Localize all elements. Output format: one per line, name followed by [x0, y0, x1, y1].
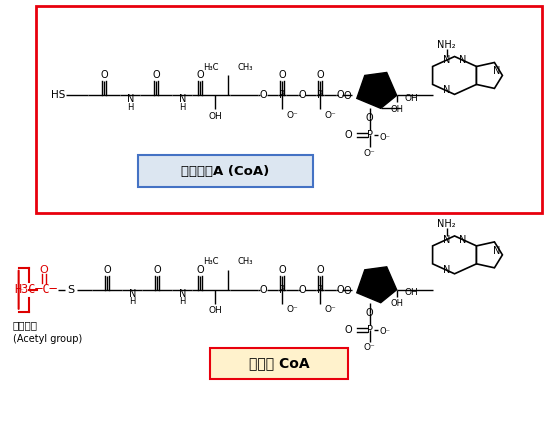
Text: N: N	[443, 55, 450, 66]
Text: P: P	[367, 130, 373, 140]
Text: O⁻: O⁻	[364, 343, 376, 352]
Polygon shape	[477, 63, 502, 89]
Text: O: O	[259, 285, 267, 295]
Text: O⁻: O⁻	[287, 305, 299, 314]
Text: O: O	[278, 70, 286, 81]
Polygon shape	[477, 242, 502, 268]
Text: N: N	[459, 235, 466, 245]
Text: HS: HS	[51, 90, 65, 101]
Text: O⁻: O⁻	[287, 111, 299, 120]
Text: O: O	[336, 90, 344, 101]
Text: O: O	[154, 265, 161, 275]
Text: H₃C: H₃C	[203, 63, 218, 72]
Text: CH₃: CH₃	[237, 63, 253, 72]
Text: O: O	[298, 90, 306, 101]
Text: O: O	[344, 130, 352, 140]
Text: N: N	[178, 289, 186, 299]
Text: H₃C: H₃C	[203, 257, 218, 266]
Text: O⁻: O⁻	[364, 149, 376, 158]
Bar	[210, 348, 348, 380]
Text: S: S	[67, 285, 74, 295]
Text: N: N	[178, 95, 186, 104]
Text: O: O	[259, 90, 267, 101]
Text: O: O	[336, 285, 344, 295]
Text: H: H	[129, 297, 136, 306]
Text: O: O	[39, 265, 48, 275]
Text: O: O	[197, 265, 204, 275]
Text: H3-C-: H3-C-	[21, 289, 25, 290]
Text: H: H	[179, 297, 186, 306]
Text: O⁻: O⁻	[325, 305, 337, 314]
Text: P: P	[279, 90, 285, 101]
Text: NH₂: NH₂	[437, 40, 456, 49]
Text: H: H	[179, 103, 186, 112]
Bar	[138, 155, 313, 187]
Text: OH: OH	[208, 306, 222, 315]
Polygon shape	[357, 72, 397, 108]
Text: OH: OH	[208, 112, 222, 121]
Text: O: O	[343, 92, 351, 101]
Text: OH: OH	[405, 288, 418, 297]
Polygon shape	[433, 236, 477, 274]
Text: N: N	[443, 265, 450, 275]
Text: NH₂: NH₂	[437, 219, 456, 229]
Text: N: N	[128, 289, 136, 299]
Text: O: O	[344, 325, 352, 334]
Text: O: O	[278, 265, 286, 275]
Text: H3C─C─: H3C─C─	[15, 283, 58, 296]
Text: O: O	[366, 308, 373, 318]
Text: P: P	[367, 325, 373, 334]
Text: O: O	[197, 70, 204, 81]
Text: O⁻: O⁻	[325, 111, 337, 120]
Text: OH: OH	[390, 105, 403, 114]
Text: N: N	[493, 246, 500, 256]
Text: OH: OH	[405, 94, 418, 103]
Text: N: N	[127, 95, 134, 104]
Text: H: H	[127, 103, 133, 112]
Text: N: N	[443, 85, 450, 95]
Text: CH₃: CH₃	[237, 257, 253, 266]
Text: N: N	[493, 66, 500, 76]
Text: O: O	[104, 265, 111, 275]
Text: P: P	[317, 90, 323, 101]
Polygon shape	[357, 267, 397, 303]
Text: O: O	[316, 70, 324, 81]
Text: (Acetyl group): (Acetyl group)	[13, 334, 82, 344]
Text: O: O	[100, 70, 108, 81]
Polygon shape	[433, 57, 477, 95]
Text: O: O	[153, 70, 160, 81]
Text: O⁻: O⁻	[380, 327, 391, 336]
Text: 아세틸 CoA: 아세틸 CoA	[249, 357, 309, 371]
Bar	[36, 6, 542, 213]
Text: 코엔자임A (CoA): 코엔자임A (CoA)	[181, 164, 269, 178]
Text: P: P	[317, 285, 323, 295]
Text: P: P	[279, 285, 285, 295]
Text: N: N	[443, 235, 450, 245]
Text: O: O	[298, 285, 306, 295]
Text: 아세틸기: 아세틸기	[13, 321, 38, 331]
Text: O: O	[316, 265, 324, 275]
Text: OH: OH	[390, 299, 403, 308]
Text: O⁻: O⁻	[380, 133, 391, 142]
Text: O: O	[343, 286, 351, 296]
Text: N: N	[459, 55, 466, 66]
Text: O: O	[366, 113, 373, 123]
